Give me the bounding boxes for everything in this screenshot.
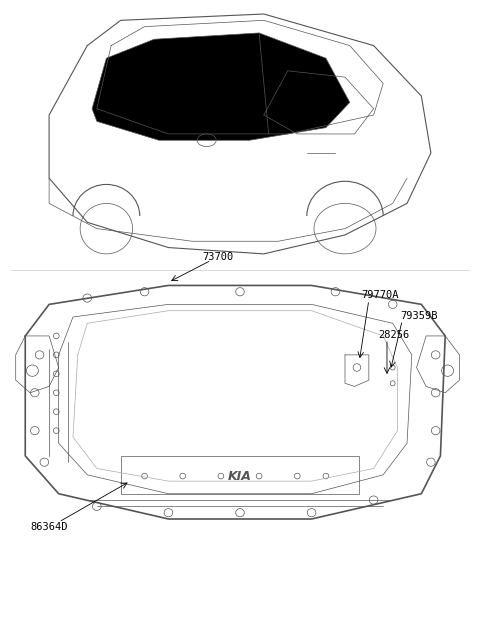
Text: 86364D: 86364D — [30, 522, 68, 531]
Text: 79359B: 79359B — [400, 311, 437, 321]
Polygon shape — [92, 33, 350, 140]
Text: KIA: KIA — [228, 470, 252, 482]
Text: 73700: 73700 — [202, 252, 233, 262]
Text: 28256: 28256 — [378, 330, 409, 340]
Text: 79770A: 79770A — [362, 290, 399, 300]
